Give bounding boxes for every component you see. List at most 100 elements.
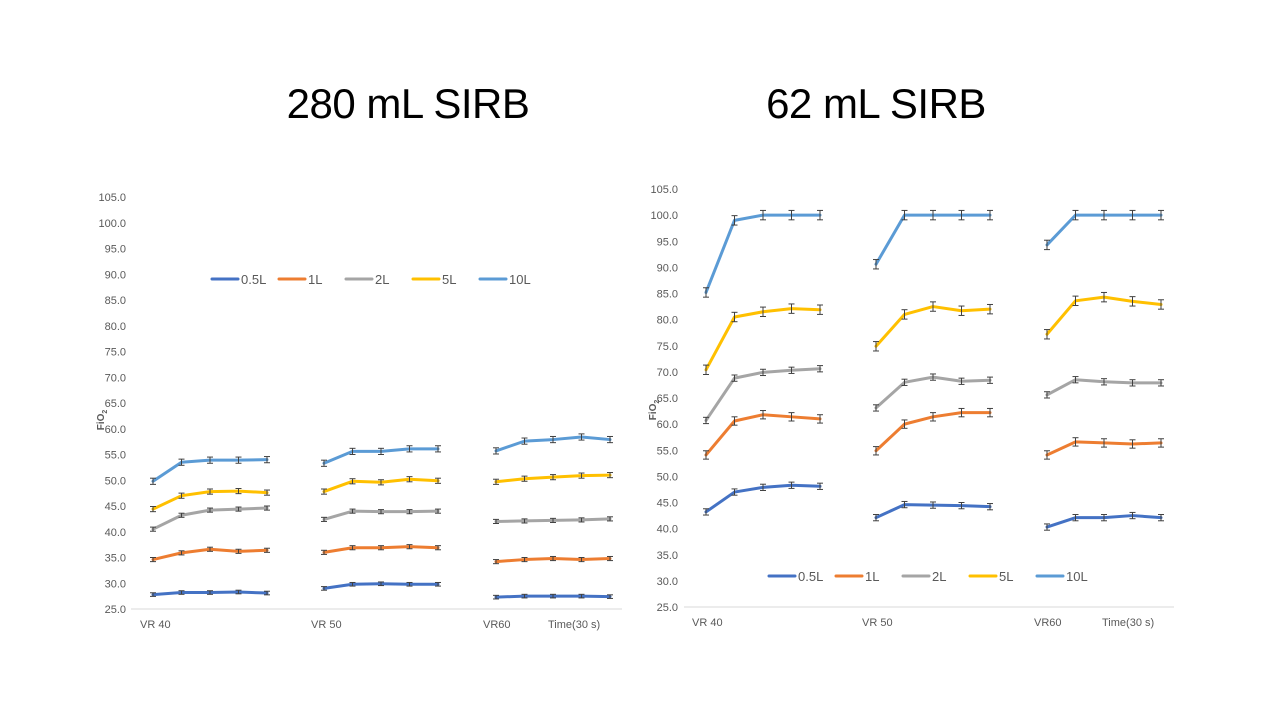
series-2L: [703, 365, 1164, 425]
legend-item-0.5L: 0.5L: [210, 272, 266, 287]
x-group-label: VR60: [483, 619, 511, 631]
error-bar: [321, 516, 327, 522]
error-bar: [817, 304, 823, 315]
error-bar: [788, 412, 795, 422]
legend-item-5L: 5L: [411, 272, 456, 287]
legend-item-1L: 1L: [834, 569, 879, 584]
error-bar: [703, 450, 709, 460]
error-bar: [578, 557, 585, 563]
y-tick-label: 45.0: [105, 501, 126, 513]
error-bar: [1044, 450, 1050, 460]
error-bar: [1044, 239, 1050, 251]
error-bar: [435, 545, 441, 551]
error-bar: [873, 446, 879, 456]
error-bar: [578, 593, 585, 599]
error-bar: [731, 311, 738, 323]
error-bar: [760, 209, 766, 221]
error-bar: [321, 488, 327, 495]
error-bar: [550, 593, 556, 599]
y-tick-label: 50.0: [657, 471, 678, 483]
y-tick-label: 75.0: [105, 347, 126, 359]
error-bar: [901, 378, 908, 386]
y-axis-title: FiO2: [648, 400, 661, 421]
error-bar: [901, 500, 908, 509]
series-2L: [150, 505, 613, 532]
y-tick-label: 25.0: [657, 602, 678, 614]
legend-label: 0.5L: [798, 569, 823, 584]
x-group-label: VR 40: [692, 617, 723, 629]
error-bar: [760, 410, 766, 420]
error-bar: [1129, 209, 1136, 221]
error-bar: [1101, 378, 1107, 386]
series-0.5L: [703, 481, 1164, 531]
error-bar: [406, 544, 413, 550]
error-bar: [207, 488, 213, 495]
error-bar: [406, 445, 413, 453]
error-bar: [349, 447, 356, 455]
error-bar: [987, 303, 993, 315]
error-bar: [150, 592, 156, 597]
legend-item-10L: 10L: [478, 272, 531, 287]
series-1L: [150, 544, 613, 565]
error-bar: [235, 487, 242, 495]
chart-title-left: 280 mL SIRB: [286, 80, 530, 127]
y-tick-label: 60.0: [657, 419, 678, 431]
error-bar: [235, 548, 242, 554]
y-tick-label: 55.0: [105, 450, 126, 462]
legend-item-5L: 5L: [968, 569, 1013, 584]
series-line: [874, 375, 992, 410]
y-tick-label: 35.0: [105, 553, 126, 565]
error-bar: [788, 209, 795, 221]
legend-item-0.5L: 0.5L: [767, 569, 823, 584]
error-bar: [817, 365, 823, 373]
error-bar: [493, 447, 499, 455]
error-bar: [378, 479, 384, 486]
error-bar: [493, 478, 499, 485]
error-bar: [235, 506, 242, 512]
error-bar: [901, 419, 908, 429]
error-bar: [1101, 514, 1107, 522]
error-bar: [760, 368, 766, 377]
y-tick-label: 35.0: [657, 550, 678, 562]
error-bar: [550, 435, 556, 444]
error-bar: [1129, 296, 1136, 307]
error-bar: [760, 483, 766, 491]
x-group-label: VR 40: [140, 619, 171, 631]
error-bar: [958, 305, 965, 316]
error-bar: [521, 557, 528, 563]
error-bar: [703, 364, 709, 375]
error-bar: [987, 407, 993, 418]
error-bar: [1101, 438, 1107, 448]
error-bar: [1158, 209, 1164, 221]
y-tick-label: 85.0: [657, 289, 678, 301]
error-bar: [207, 590, 213, 595]
error-bar: [406, 581, 413, 587]
y-tick-label: 95.0: [657, 236, 678, 248]
error-bar: [1044, 329, 1050, 340]
legend-label: 5L: [442, 272, 456, 287]
error-bar: [1129, 379, 1136, 387]
error-bar: [788, 303, 795, 314]
y-tick-label: 90.0: [105, 269, 126, 281]
error-bar: [1158, 299, 1164, 310]
y-tick-label: 100.0: [650, 210, 678, 222]
error-bar: [150, 557, 156, 563]
error-bar: [578, 517, 585, 523]
error-bar: [873, 259, 879, 270]
error-bar: [1158, 514, 1164, 522]
x-axis-title: Time(30 s): [548, 619, 600, 631]
error-bar: [435, 581, 441, 587]
y-tick-label: 40.0: [657, 524, 678, 536]
error-bar: [958, 407, 965, 418]
error-bar: [578, 472, 585, 479]
y-tick-label: 100.0: [98, 218, 126, 230]
error-bar: [901, 209, 908, 221]
error-bar: [873, 514, 879, 522]
y-tick-label: 80.0: [105, 321, 126, 333]
y-tick-label: 30.0: [105, 578, 126, 590]
error-bar: [930, 501, 936, 509]
error-bar: [607, 516, 613, 522]
error-bar: [378, 447, 384, 455]
error-bar: [987, 209, 993, 221]
y-tick-label: 40.0: [105, 527, 126, 539]
